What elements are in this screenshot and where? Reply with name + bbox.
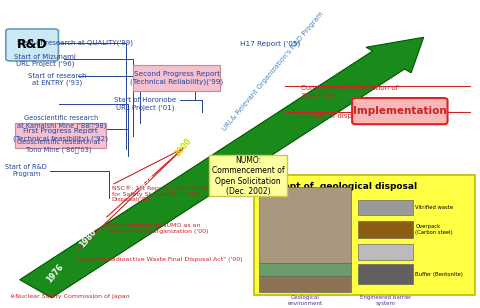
FancyBboxPatch shape	[6, 29, 59, 61]
Text: 2005: 2005	[201, 111, 221, 133]
Text: Start of R&D
Program: Start of R&D Program	[5, 164, 47, 177]
FancyBboxPatch shape	[15, 123, 107, 148]
Text: Start of research
at ENTRY ('93): Start of research at ENTRY ('93)	[28, 73, 86, 86]
FancyBboxPatch shape	[209, 155, 287, 197]
Bar	[259, 276, 351, 292]
Text: Geoscientific research at
Tono Mine ('86〜'03): Geoscientific research at Tono Mine ('86…	[17, 139, 100, 152]
Bar	[358, 244, 413, 260]
Bar	[358, 200, 413, 215]
Text: R&D: R&D	[17, 38, 48, 51]
Bar	[358, 264, 413, 285]
Text: ※Nuclear Safety Commission of Japan: ※Nuclear Safety Commission of Japan	[10, 294, 129, 299]
Text: Construction & operation of
repository: Construction & operation of repository	[301, 85, 398, 98]
Text: Buffer (Bentonite): Buffer (Bentonite)	[415, 272, 463, 277]
Text: NSC®: 1st Report on the Basis
for Safety Standards of HLW
Disposal('00): NSC®: 1st Report on the Basis for Safety…	[111, 185, 208, 202]
Text: First Progress Report
(Technical feasibility) ('92): First Progress Report (Technical feasibi…	[13, 128, 108, 142]
Bar	[358, 221, 413, 238]
Bar	[259, 187, 351, 263]
Text: 2040: 2040	[391, 14, 411, 36]
Text: Implementation: Implementation	[353, 106, 447, 116]
Text: NUMO:
Commencement of
Open Solicitation
(Dec. 2002): NUMO: Commencement of Open Solicitation …	[212, 156, 284, 196]
Text: 1992: 1992	[134, 170, 155, 192]
Text: 2020: 2020	[284, 52, 304, 74]
FancyBboxPatch shape	[133, 65, 220, 91]
Text: Start of research at QUALITY('99): Start of research at QUALITY('99)	[17, 39, 132, 46]
Text: Overpack
(Carbon steel): Overpack (Carbon steel)	[415, 225, 453, 235]
Text: Geoscientific research
at Kamaishi Mine ('88〜'98): Geoscientific research at Kamaishi Mine …	[17, 115, 106, 129]
Text: URL& Relevant Organization's R&D Program: URL& Relevant Organization's R&D Program	[221, 11, 324, 132]
Text: "Specified Radioactive Waste Final Disposal Act" ('00): "Specified Radioactive Waste Final Dispo…	[73, 257, 242, 261]
Text: Concept of  geological disposal: Concept of geological disposal	[259, 182, 417, 191]
Text: Second Progress Report
(Technical Reliability)('99): Second Progress Report (Technical Reliab…	[130, 71, 223, 85]
Text: Geological
environment: Geological environment	[288, 295, 323, 306]
Text: 2000: 2000	[173, 137, 193, 159]
Text: H17 Report ('05): H17 Report ('05)	[240, 41, 300, 47]
Text: 2030: 2030	[336, 33, 357, 55]
Text: 1976: 1976	[45, 262, 65, 284]
Bar	[259, 263, 351, 276]
Text: Start of Horonobe
URL Project ('01): Start of Horonobe URL Project ('01)	[114, 97, 176, 111]
Text: Establishment of NUMO as an
implementing organization ('00): Establishment of NUMO as an implementing…	[107, 223, 208, 234]
Text: Vitrified waste: Vitrified waste	[415, 205, 454, 210]
Text: Selection of disposal site: Selection of disposal site	[294, 113, 381, 119]
FancyBboxPatch shape	[352, 98, 447, 124]
FancyArrow shape	[20, 37, 424, 298]
Text: 1980: 1980	[78, 227, 98, 249]
Bar	[254, 175, 475, 294]
Text: Start of Mizunami
URL Project ('96): Start of Mizunami URL Project ('96)	[14, 54, 76, 67]
Text: Engineered barrier
system: Engineered barrier system	[360, 295, 411, 306]
Text: 2010: 2010	[229, 85, 250, 107]
